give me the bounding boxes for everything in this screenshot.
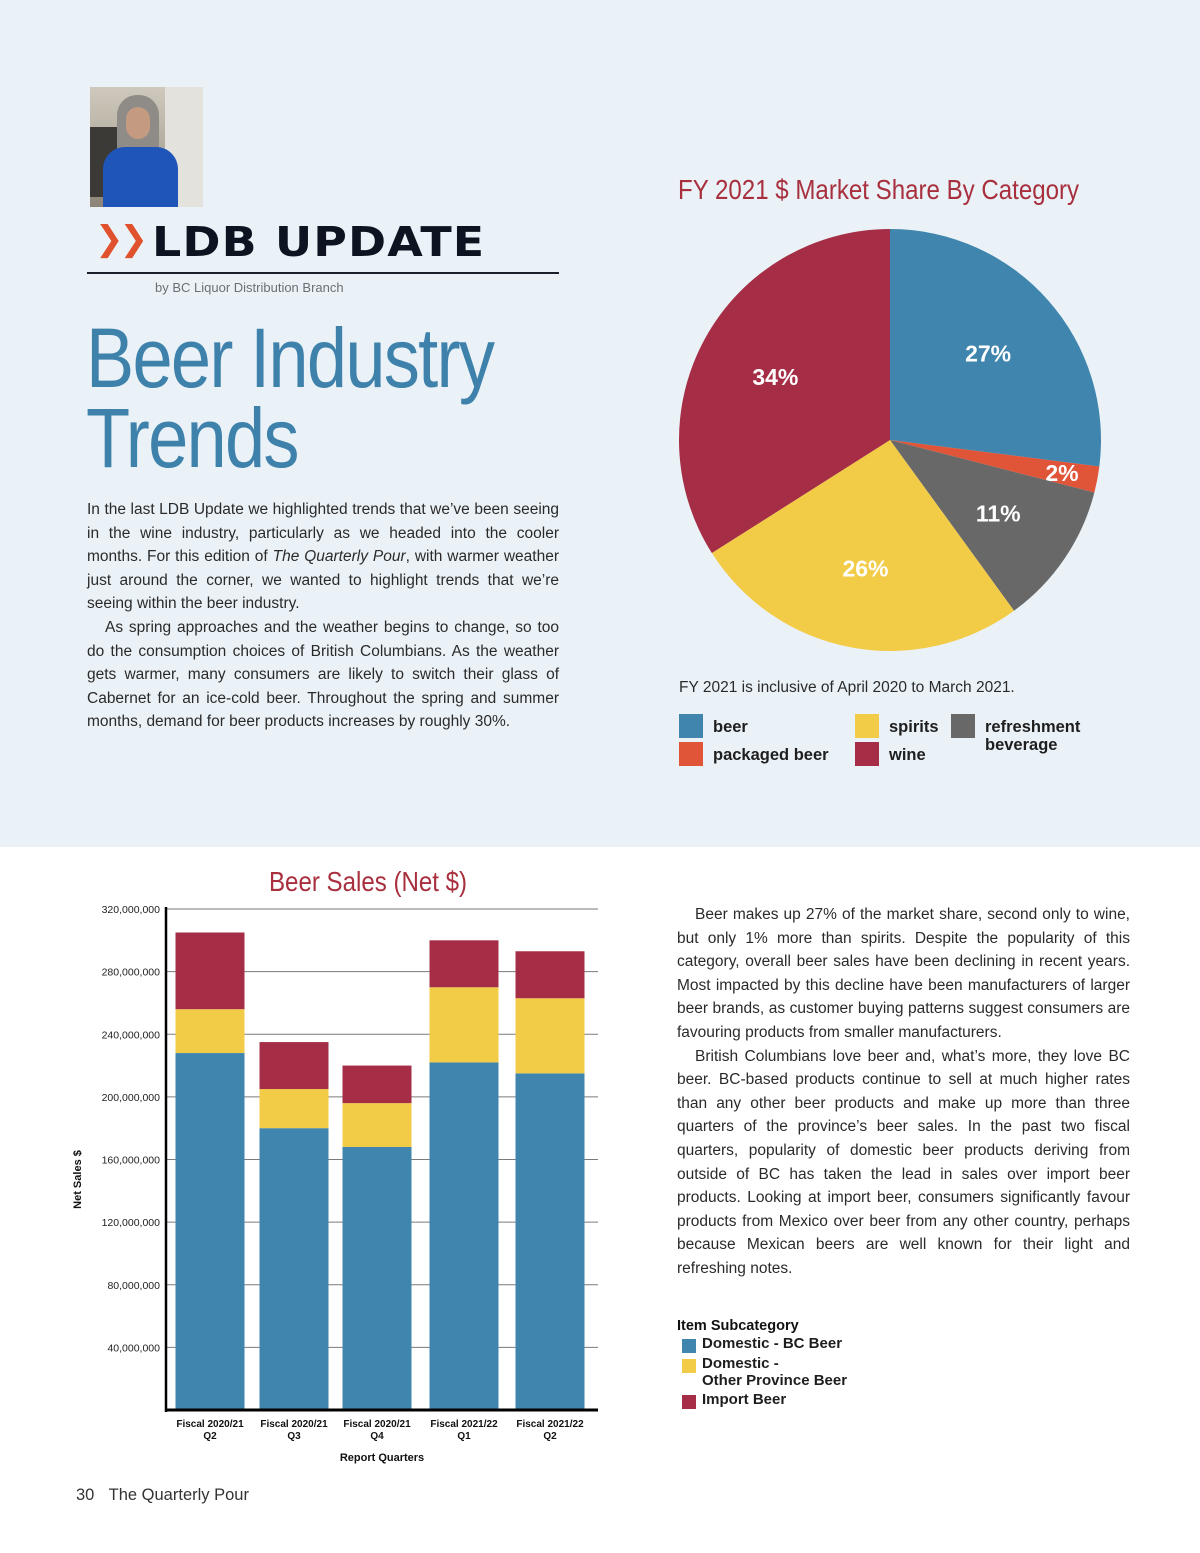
bar-legend-item-import-beer: Import Beer <box>682 1391 847 1409</box>
x-tick-label: Fiscal 2020/21 <box>260 1419 328 1430</box>
x-tick-label: Fiscal 2021/22 <box>516 1419 584 1430</box>
legend-swatch <box>855 742 879 766</box>
y-tick-label: 80,000,000 <box>107 1280 160 1292</box>
bar-segment-import-beer <box>429 940 499 988</box>
intro-text: In the last LDB Update we highlighted tr… <box>87 498 559 734</box>
bar-legend: Item Subcategory Domestic - BC Beer Dome… <box>677 1318 847 1412</box>
pie-label-beer: 27% <box>965 340 1011 366</box>
bar-chart: 40,000,000 80,000,000 120,000,000 160,000,0… <box>72 904 598 1464</box>
headline-line-2: Trends <box>86 391 300 485</box>
headline-line-1: Beer Industry <box>86 311 495 405</box>
bar-legend-title: Item Subcategory <box>677 1318 799 1334</box>
pie-chart-title: FY 2021 $ Market Share By Category <box>678 174 1080 205</box>
body-text-right: Beer makes up 27% of the market share, s… <box>677 903 1130 1281</box>
pie-legend-item-beer: beer <box>679 714 748 738</box>
bar-legend-item-other-province-beer: Domestic - Other Province Beer <box>682 1355 847 1389</box>
legend-swatch <box>855 714 879 738</box>
pie-chart: 27%2%11%26%34% <box>679 229 1101 651</box>
y-tick-label: 280,000,000 <box>102 967 161 979</box>
pie-slice-wine <box>679 229 890 554</box>
y-axis-label: Net Sales $ <box>72 1150 84 1209</box>
pie-slice-beer <box>890 229 1101 467</box>
publication-title: The Quarterly Pour <box>108 1486 249 1504</box>
pie-slice-refreshment-beverage <box>890 440 1095 611</box>
body-paragraph-2: British Columbians love beer and, what’s… <box>677 1047 1130 1277</box>
y-tick-label: 320,000,000 <box>102 904 161 916</box>
x-tick-label: Q1 <box>457 1431 471 1442</box>
pie-legend-item-packaged-beer: packaged beer <box>679 742 829 766</box>
pie-label-spirits: 26% <box>842 556 888 582</box>
x-tick-label: Q2 <box>203 1431 217 1442</box>
bar-segment-bc-beer <box>175 1053 245 1410</box>
legend-swatch <box>951 714 975 738</box>
bar-segment-import-beer <box>515 951 585 999</box>
legend-swatch <box>682 1359 696 1373</box>
bar-legend-item-bc-beer: Domestic - BC Beer <box>682 1335 847 1353</box>
bar-segment-bc-beer <box>515 1073 585 1410</box>
bar-segment-bc-beer <box>259 1128 329 1410</box>
pie-slice-spirits <box>711 440 1015 651</box>
bar-chart-title: Beer Sales (Net $) <box>269 866 468 897</box>
author-photo <box>90 87 203 207</box>
pie-legend: beer packaged beer spirits wine refreshm… <box>679 714 1119 774</box>
byline: by BC Liquor Distribution Branch <box>155 280 344 295</box>
bar-segment-import-beer <box>259 1042 329 1090</box>
pie-legend-item-spirits: spirits <box>855 714 939 738</box>
legend-swatch <box>682 1395 696 1409</box>
intro-paragraph-1: In the last LDB Update we highlighted tr… <box>87 501 559 613</box>
double-chevron-right-icon: ❯❯ <box>95 219 148 259</box>
pie-legend-item-wine: wine <box>855 742 926 766</box>
legend-swatch <box>682 1339 696 1353</box>
pie-chart-note: FY 2021 is inclusive of April 2020 to Ma… <box>679 679 1015 696</box>
page-number: 30 <box>76 1486 95 1504</box>
bar-segment-other-province-beer <box>259 1089 329 1129</box>
pie-label-wine: 34% <box>752 364 798 390</box>
bar-segment-bc-beer <box>342 1146 412 1410</box>
x-axis-label: Report Quarters <box>340 1452 424 1464</box>
y-tick-label: 160,000,000 <box>102 1155 161 1167</box>
x-tick-label: Fiscal 2020/21 <box>343 1419 411 1430</box>
bar-segment-bc-beer <box>429 1062 499 1410</box>
page-headline: Beer Industry Trends <box>86 311 495 485</box>
page-footer: 30 The Quarterly Pour <box>76 1486 249 1505</box>
section-divider <box>87 272 559 274</box>
bar-segment-import-beer <box>342 1065 412 1104</box>
pie-slice-packaged-beer <box>890 440 1100 493</box>
section-title: LDB UPDATE <box>152 218 486 266</box>
intro-paragraph-2: As spring approaches and the weather beg… <box>87 618 559 731</box>
body-paragraph-1: Beer makes up 27% of the market share, s… <box>677 906 1130 1041</box>
y-tick-label: 40,000,000 <box>107 1342 160 1354</box>
pie-label-refreshment-beverage: 11% <box>976 501 1021 527</box>
bar-segment-other-province-beer <box>515 998 585 1074</box>
y-tick-label: 120,000,000 <box>102 1217 161 1229</box>
bar-segment-other-province-beer <box>175 1009 245 1054</box>
legend-swatch <box>679 714 703 738</box>
bar-segment-other-province-beer <box>429 987 499 1063</box>
x-tick-label: Fiscal 2020/21 <box>176 1419 244 1430</box>
x-tick-label: Fiscal 2021/22 <box>430 1419 498 1430</box>
x-tick-label: Q3 <box>287 1431 301 1442</box>
bar-segment-other-province-beer <box>342 1103 412 1147</box>
x-tick-label: Q2 <box>543 1431 557 1442</box>
y-tick-label: 200,000,000 <box>102 1092 161 1104</box>
y-tick-label: 240,000,000 <box>102 1029 161 1041</box>
publication-name: The Quarterly Pour <box>272 548 406 566</box>
pie-legend-item-refreshment-beverage: refreshment beverage <box>951 714 1105 754</box>
bar-segment-import-beer <box>175 932 245 1010</box>
legend-swatch <box>679 742 703 766</box>
x-tick-label: Q4 <box>370 1431 384 1442</box>
